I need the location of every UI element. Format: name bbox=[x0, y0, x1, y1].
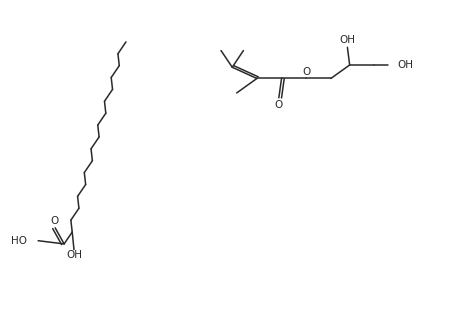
Text: O: O bbox=[302, 67, 310, 77]
Text: OH: OH bbox=[398, 60, 414, 70]
Text: OH: OH bbox=[340, 35, 355, 45]
Text: OH: OH bbox=[66, 250, 82, 260]
Text: O: O bbox=[275, 100, 283, 110]
Text: HO: HO bbox=[11, 236, 27, 246]
Text: O: O bbox=[50, 216, 58, 226]
